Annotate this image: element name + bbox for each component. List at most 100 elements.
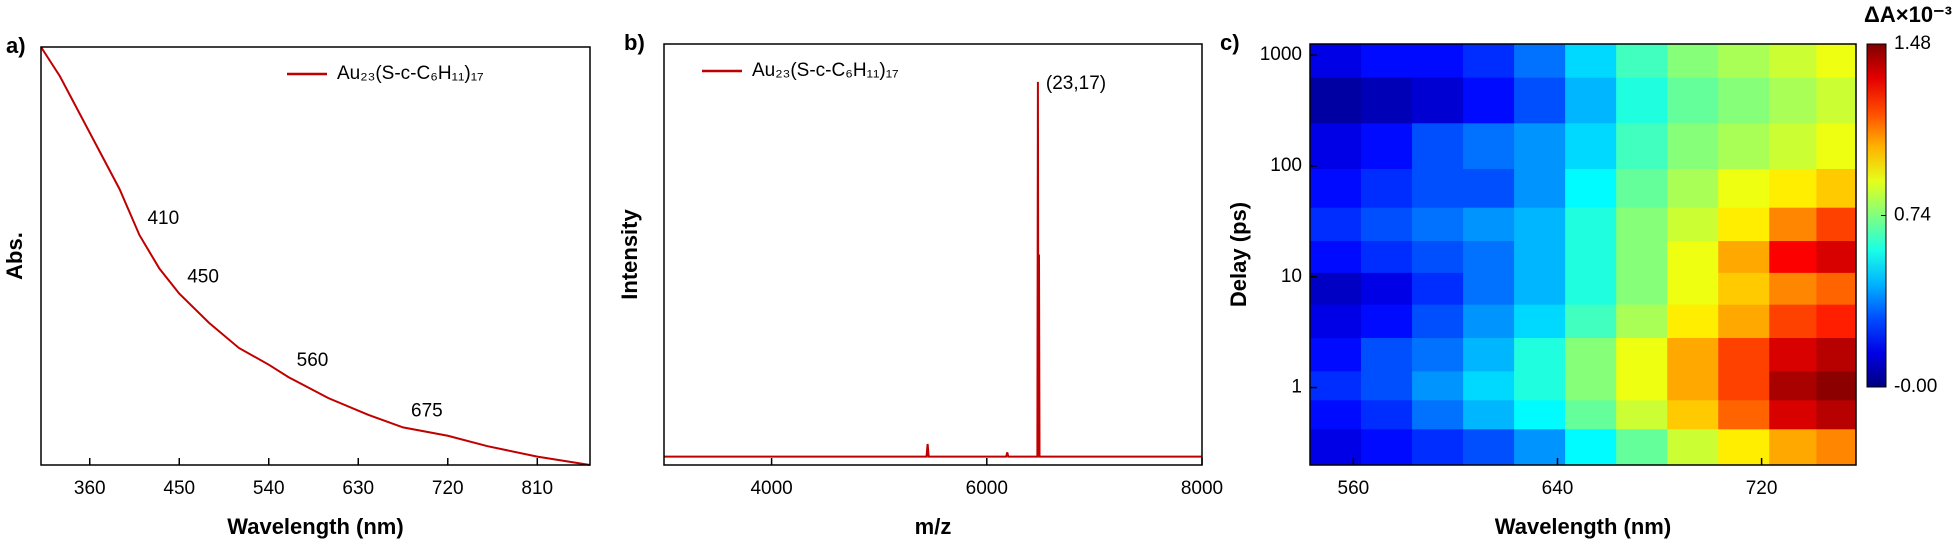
heatmap-cell: [1361, 428, 1413, 466]
heatmap-cell: [1816, 428, 1857, 466]
x-axis-label: Wavelength (nm): [227, 514, 403, 539]
heatmap-cell: [1769, 428, 1817, 466]
x-tick-label: 720: [432, 478, 464, 499]
heatmap-cell: [1616, 240, 1668, 273]
heatmap-cell: [1667, 370, 1719, 401]
heatmap-cell: [1616, 304, 1668, 339]
heatmap-cell: [1718, 399, 1770, 430]
heatmap-cell: [1769, 207, 1817, 242]
heatmap-cell: [1667, 240, 1719, 273]
heatmap-cell: [1565, 370, 1617, 401]
peak-label: (23,17): [1046, 73, 1106, 94]
x-tick-label: 360: [74, 478, 106, 499]
y-tick-label: 100: [1270, 155, 1302, 176]
heatmap-cell: [1667, 304, 1719, 339]
heatmap-cell: [1565, 77, 1617, 124]
heatmap-cell: [1718, 168, 1770, 208]
heatmap-cell: [1310, 77, 1362, 124]
y-axis-label: Intensity: [617, 209, 642, 300]
heatmap-cell: [1361, 337, 1413, 372]
heatmap-cell: [1769, 44, 1817, 78]
heatmap-cell: [1412, 370, 1464, 401]
panel-label: a): [6, 33, 26, 58]
heatmap-cell: [1565, 337, 1617, 372]
heatmap-cell: [1816, 304, 1857, 339]
annotation: 450: [187, 267, 219, 288]
heatmap-cell: [1463, 207, 1515, 242]
x-tick-label: 4000: [750, 478, 792, 499]
heatmap-cell: [1412, 399, 1464, 430]
heatmap-cell: [1565, 240, 1617, 273]
y-tick-label: 1: [1291, 377, 1302, 398]
heatmap-cell: [1769, 370, 1817, 401]
heatmap-cell: [1718, 44, 1770, 78]
heatmap-cell: [1667, 272, 1719, 305]
heatmap-cell: [1361, 240, 1413, 273]
y-tick-label: 10: [1281, 266, 1302, 287]
colorbar-tick-label: -0.00: [1894, 376, 1937, 397]
data-line: [664, 81, 1202, 458]
heatmap-cell: [1463, 428, 1515, 466]
plot-frame: [1309, 43, 1857, 466]
heatmap-cell: [1361, 77, 1413, 124]
heatmap-cell: [1361, 168, 1413, 208]
heatmap-cell: [1616, 44, 1668, 78]
heatmap-cell: [1769, 240, 1817, 273]
heatmap-cell: [1310, 304, 1362, 339]
heatmap-cell: [1412, 77, 1464, 124]
annotation: 560: [297, 350, 329, 371]
x-tick-label: 560: [1338, 478, 1370, 499]
heatmap-cell: [1667, 168, 1719, 208]
legend-label: Au₂₃(S-c-C₆H₁₁)₁₇: [337, 63, 484, 84]
heatmap-cell: [1514, 304, 1566, 339]
heatmap-cell: [1816, 337, 1857, 372]
heatmap-cell: [1718, 370, 1770, 401]
heatmap-cell: [1412, 304, 1464, 339]
heatmap-cell: [1718, 304, 1770, 339]
heatmap-cell: [1310, 207, 1362, 242]
heatmap-cell: [1616, 207, 1668, 242]
heatmap-cell: [1616, 399, 1668, 430]
heatmap-cell: [1412, 428, 1464, 466]
panel-label: b): [624, 30, 645, 55]
heatmap-cell: [1514, 240, 1566, 273]
heatmap-cell: [1463, 272, 1515, 305]
heatmap-cell: [1463, 240, 1515, 273]
heatmap-cell: [1667, 44, 1719, 78]
heatmap-cell: [1769, 272, 1817, 305]
heatmap-cell: [1565, 428, 1617, 466]
plot-frame: [40, 46, 591, 466]
legend-label: Au₂₃(S-c-C₆H₁₁)₁₇: [752, 60, 899, 81]
x-tick-label: 720: [1746, 478, 1778, 499]
heatmap-cell: [1667, 428, 1719, 466]
x-tick-label: 540: [253, 478, 285, 499]
y-tick-label: 1000: [1260, 44, 1302, 65]
heatmap-cell: [1412, 122, 1464, 169]
heatmap-cell: [1514, 337, 1566, 372]
heatmap-cell: [1463, 304, 1515, 339]
heatmap-cell: [1769, 304, 1817, 339]
heatmap-cell: [1816, 240, 1857, 273]
heatmap-cell: [1565, 168, 1617, 208]
heatmap-cell: [1616, 122, 1668, 169]
heatmap-cell: [1769, 168, 1817, 208]
heatmap-cell: [1565, 207, 1617, 242]
heatmap-cell: [1463, 337, 1515, 372]
heatmap-cell: [1514, 399, 1566, 430]
heatmap-cell: [1718, 207, 1770, 242]
heatmap-cell: [1310, 399, 1362, 430]
heatmap: [1310, 44, 1857, 466]
heatmap-cell: [1667, 207, 1719, 242]
x-tick-label: 640: [1542, 478, 1574, 499]
heatmap-cell: [1310, 337, 1362, 372]
heatmap-cell: [1718, 272, 1770, 305]
x-axis-label: Wavelength (nm): [1495, 514, 1671, 539]
heatmap-cell: [1667, 122, 1719, 169]
heatmap-cell: [1667, 77, 1719, 124]
heatmap-cell: [1565, 304, 1617, 339]
heatmap-cell: [1769, 337, 1817, 372]
heatmap-cell: [1616, 272, 1668, 305]
plot-frame: [663, 43, 1203, 466]
heatmap-cell: [1310, 240, 1362, 273]
y-axis-label: Abs.: [2, 232, 27, 280]
